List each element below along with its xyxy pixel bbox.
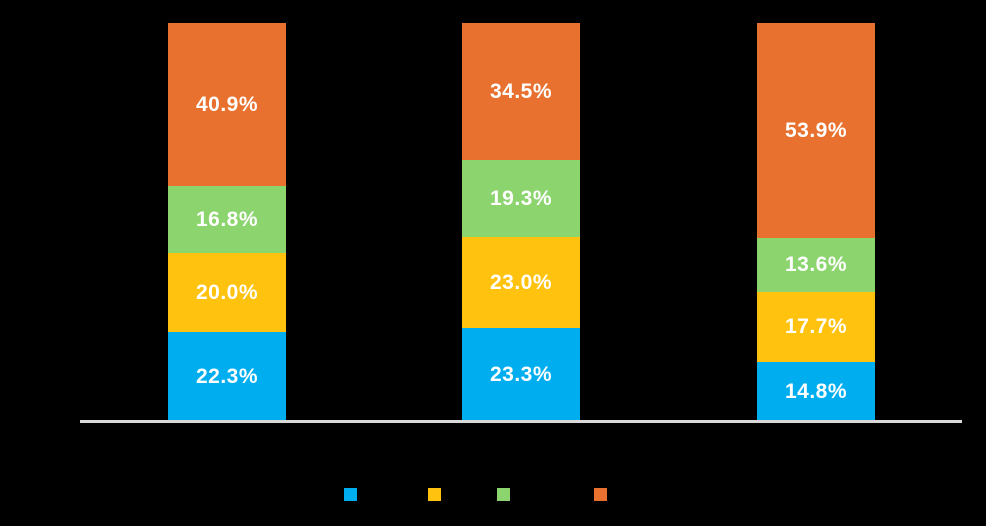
bar-segment-yellow: 17.7% — [757, 291, 875, 363]
segment-value-label: 23.0% — [489, 271, 553, 295]
bar-segment-blue: 22.3% — [168, 332, 286, 421]
segment-value-label: 23.3% — [489, 363, 553, 387]
bar-segment-green: 16.8% — [168, 185, 286, 253]
segment-value-label: 20.0% — [195, 280, 259, 304]
legend-swatch-yellow — [428, 488, 441, 501]
bar-segment-orange: 40.9% — [168, 23, 286, 186]
segment-value-label: 34.5% — [489, 80, 553, 104]
segment-value-label: 53.9% — [784, 118, 848, 142]
bar-segment-yellow: 20.0% — [168, 252, 286, 333]
x-axis-baseline — [80, 420, 962, 423]
segment-value-label: 16.8% — [195, 207, 259, 231]
segment-value-label: 19.3% — [489, 187, 553, 211]
bar-segment-orange: 53.9% — [757, 23, 875, 238]
plot-area: 40.9% 16.8% 20.0% 22.3% 34.5% 19.3% 23.0% 23.3%… — [80, 23, 962, 422]
legend-swatch-orange — [594, 488, 607, 501]
legend-swatch-blue — [344, 488, 357, 501]
segment-value-label: 40.9% — [195, 92, 259, 116]
stacked-bar-2: 34.5% 19.3% 23.0% 23.3% — [462, 23, 580, 422]
segment-value-label: 22.3% — [195, 365, 259, 389]
bar-segment-green: 13.6% — [757, 237, 875, 292]
legend-swatch-green — [497, 488, 510, 501]
segment-value-label: 13.6% — [784, 253, 848, 277]
bar-segment-blue: 14.8% — [757, 362, 875, 421]
stacked-bar-1: 40.9% 16.8% 20.0% 22.3% — [168, 23, 286, 421]
segment-value-label: 17.7% — [784, 315, 848, 339]
stacked-bar-3: 53.9% 13.6% 17.7% 14.8% — [757, 23, 875, 421]
bar-segment-yellow: 23.0% — [462, 236, 580, 329]
bar-segment-green: 19.3% — [462, 160, 580, 237]
bar-segment-orange: 34.5% — [462, 23, 580, 161]
segment-value-label: 14.8% — [784, 380, 848, 404]
bar-segment-blue: 23.3% — [462, 328, 580, 422]
